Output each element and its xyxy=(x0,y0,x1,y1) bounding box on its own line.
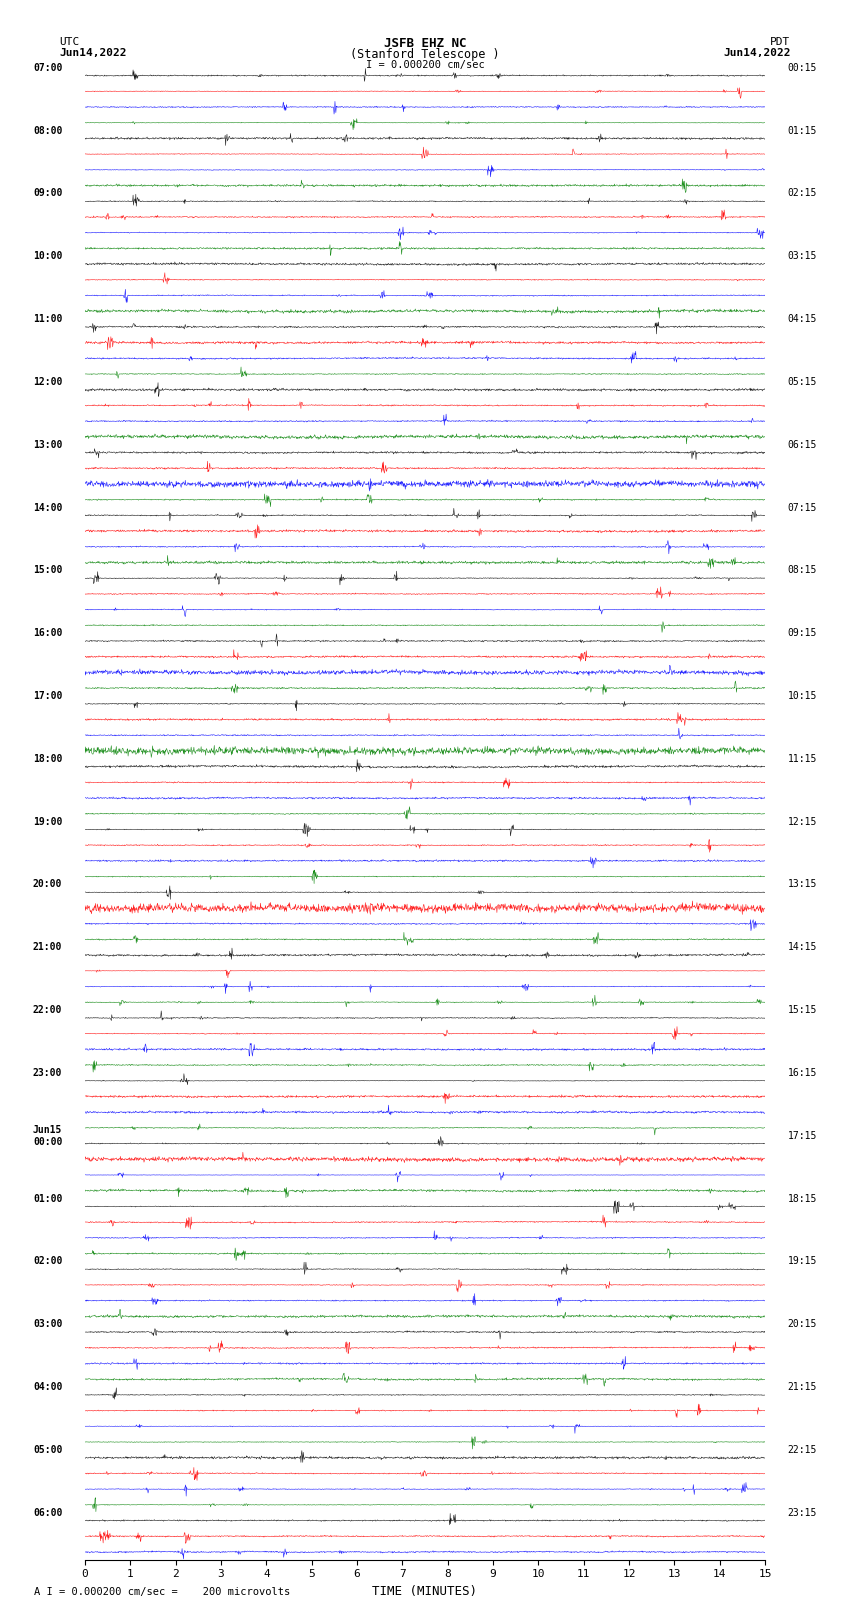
Text: 05:00: 05:00 xyxy=(33,1445,62,1455)
Text: 21:00: 21:00 xyxy=(33,942,62,952)
Text: UTC: UTC xyxy=(60,37,80,47)
Text: 07:00: 07:00 xyxy=(33,63,62,73)
Text: 02:15: 02:15 xyxy=(788,189,817,198)
Text: 09:00: 09:00 xyxy=(33,189,62,198)
Text: 12:15: 12:15 xyxy=(788,816,817,826)
Text: A I = 0.000200 cm/sec =    200 microvolts: A I = 0.000200 cm/sec = 200 microvolts xyxy=(34,1587,290,1597)
Text: 13:00: 13:00 xyxy=(33,440,62,450)
Text: PDT: PDT xyxy=(770,37,790,47)
Text: 15:00: 15:00 xyxy=(33,565,62,576)
Text: 21:15: 21:15 xyxy=(788,1382,817,1392)
Text: 16:15: 16:15 xyxy=(788,1068,817,1077)
Text: 04:15: 04:15 xyxy=(788,315,817,324)
Text: 13:15: 13:15 xyxy=(788,879,817,889)
Text: 12:00: 12:00 xyxy=(33,377,62,387)
Text: (Stanford Telescope ): (Stanford Telescope ) xyxy=(350,48,500,61)
Text: 19:15: 19:15 xyxy=(788,1257,817,1266)
Text: 08:00: 08:00 xyxy=(33,126,62,135)
Text: I = 0.000200 cm/sec: I = 0.000200 cm/sec xyxy=(366,60,484,69)
Text: 10:15: 10:15 xyxy=(788,690,817,702)
Text: 17:15: 17:15 xyxy=(788,1131,817,1140)
Text: 16:00: 16:00 xyxy=(33,627,62,639)
Text: 06:15: 06:15 xyxy=(788,440,817,450)
Text: 10:00: 10:00 xyxy=(33,252,62,261)
Text: 18:15: 18:15 xyxy=(788,1194,817,1203)
Text: 01:00: 01:00 xyxy=(33,1194,62,1203)
Text: 11:15: 11:15 xyxy=(788,753,817,765)
Text: 15:15: 15:15 xyxy=(788,1005,817,1015)
Text: JSFB EHZ NC: JSFB EHZ NC xyxy=(383,37,467,50)
Text: 06:00: 06:00 xyxy=(33,1508,62,1518)
Text: 19:00: 19:00 xyxy=(33,816,62,826)
Text: Jun14,2022: Jun14,2022 xyxy=(60,48,127,58)
Text: 22:15: 22:15 xyxy=(788,1445,817,1455)
Text: 02:00: 02:00 xyxy=(33,1257,62,1266)
Text: 23:00: 23:00 xyxy=(33,1068,62,1077)
Text: 03:15: 03:15 xyxy=(788,252,817,261)
Text: 22:00: 22:00 xyxy=(33,1005,62,1015)
X-axis label: TIME (MINUTES): TIME (MINUTES) xyxy=(372,1586,478,1598)
Text: 17:00: 17:00 xyxy=(33,690,62,702)
Text: 20:15: 20:15 xyxy=(788,1319,817,1329)
Text: 14:15: 14:15 xyxy=(788,942,817,952)
Text: 03:00: 03:00 xyxy=(33,1319,62,1329)
Text: 07:15: 07:15 xyxy=(788,503,817,513)
Text: 05:15: 05:15 xyxy=(788,377,817,387)
Text: 11:00: 11:00 xyxy=(33,315,62,324)
Text: 09:15: 09:15 xyxy=(788,627,817,639)
Text: 23:15: 23:15 xyxy=(788,1508,817,1518)
Text: 18:00: 18:00 xyxy=(33,753,62,765)
Text: 00:15: 00:15 xyxy=(788,63,817,73)
Text: Jun14,2022: Jun14,2022 xyxy=(723,48,791,58)
Text: 20:00: 20:00 xyxy=(33,879,62,889)
Text: Jun15
00:00: Jun15 00:00 xyxy=(33,1124,62,1147)
Text: 14:00: 14:00 xyxy=(33,503,62,513)
Text: 04:00: 04:00 xyxy=(33,1382,62,1392)
Text: 08:15: 08:15 xyxy=(788,565,817,576)
Text: 01:15: 01:15 xyxy=(788,126,817,135)
